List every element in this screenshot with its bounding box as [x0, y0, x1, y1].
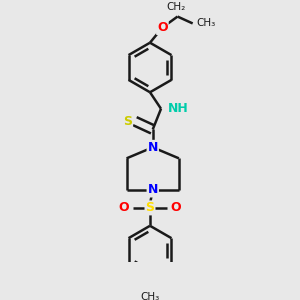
Text: CH₂: CH₂	[167, 2, 186, 12]
Text: O: O	[171, 201, 181, 214]
Text: CH₃: CH₃	[140, 292, 160, 300]
Text: CH₃: CH₃	[197, 18, 216, 28]
Text: S: S	[123, 115, 132, 128]
Text: O: O	[157, 21, 168, 34]
Text: S: S	[146, 201, 154, 214]
Text: N: N	[148, 184, 158, 196]
Text: N: N	[148, 141, 158, 154]
Text: NH: NH	[168, 102, 189, 115]
Text: O: O	[119, 201, 129, 214]
